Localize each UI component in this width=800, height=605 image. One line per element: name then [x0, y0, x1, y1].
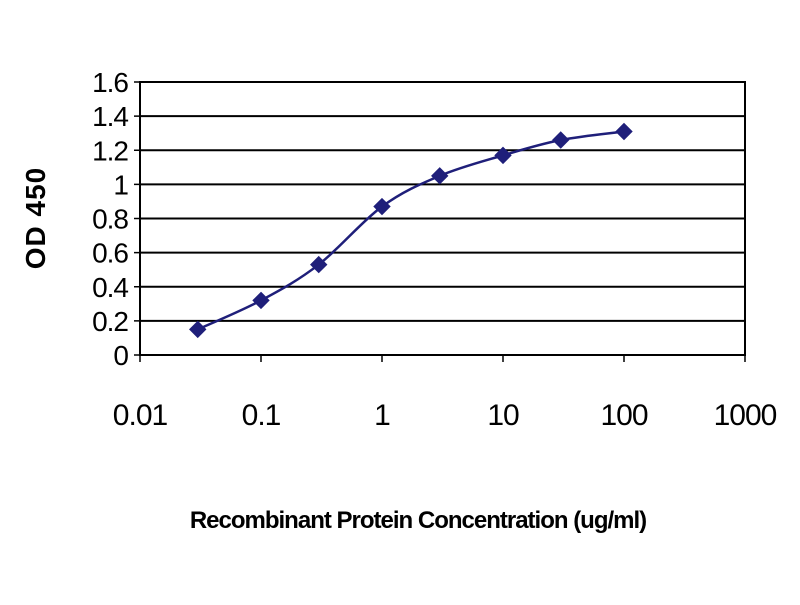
- x-tick-label: 1000: [714, 399, 777, 432]
- data-point-marker: [431, 167, 449, 185]
- grid-lines: [140, 115, 745, 322]
- data-point-marker: [189, 320, 207, 339]
- x-tick-label: 10: [487, 399, 519, 432]
- y-tick-label: 0.6: [92, 238, 128, 269]
- y-tick-label: 0.8: [92, 204, 128, 235]
- y-tick-label: 1: [113, 169, 128, 200]
- data-point-marker: [615, 122, 633, 141]
- y-tick-label: 1.6: [92, 67, 128, 98]
- x-axis-ticks: 0.01 0.1 1 10 100 1000: [113, 355, 778, 432]
- data-point-marker: [494, 146, 512, 165]
- x-tick-label: 0.01: [113, 399, 168, 432]
- data-point-marker: [552, 131, 570, 149]
- y-tick-label: 1.4: [92, 101, 128, 132]
- data-point-marker: [310, 255, 328, 274]
- x-tick-label: 100: [600, 399, 647, 432]
- y-tick-label: 0: [113, 340, 128, 371]
- y-tick-label: 1.2: [92, 135, 128, 166]
- y-tick-label: 0.4: [92, 272, 128, 303]
- x-tick-label: 1: [374, 399, 390, 432]
- y-axis-label: OD 450: [20, 167, 51, 270]
- y-axis-ticks: 00.20.40.60.8 11.21.41.6: [92, 67, 140, 371]
- data-point-marker: [373, 197, 391, 216]
- x-tick-label: 0.1: [242, 399, 281, 432]
- y-tick-label: 0.2: [92, 306, 128, 337]
- x-axis-label: Recombinant Protein Concentration (ug/ml…: [190, 507, 646, 534]
- series-layer: [189, 122, 633, 339]
- data-point-marker: [252, 291, 270, 310]
